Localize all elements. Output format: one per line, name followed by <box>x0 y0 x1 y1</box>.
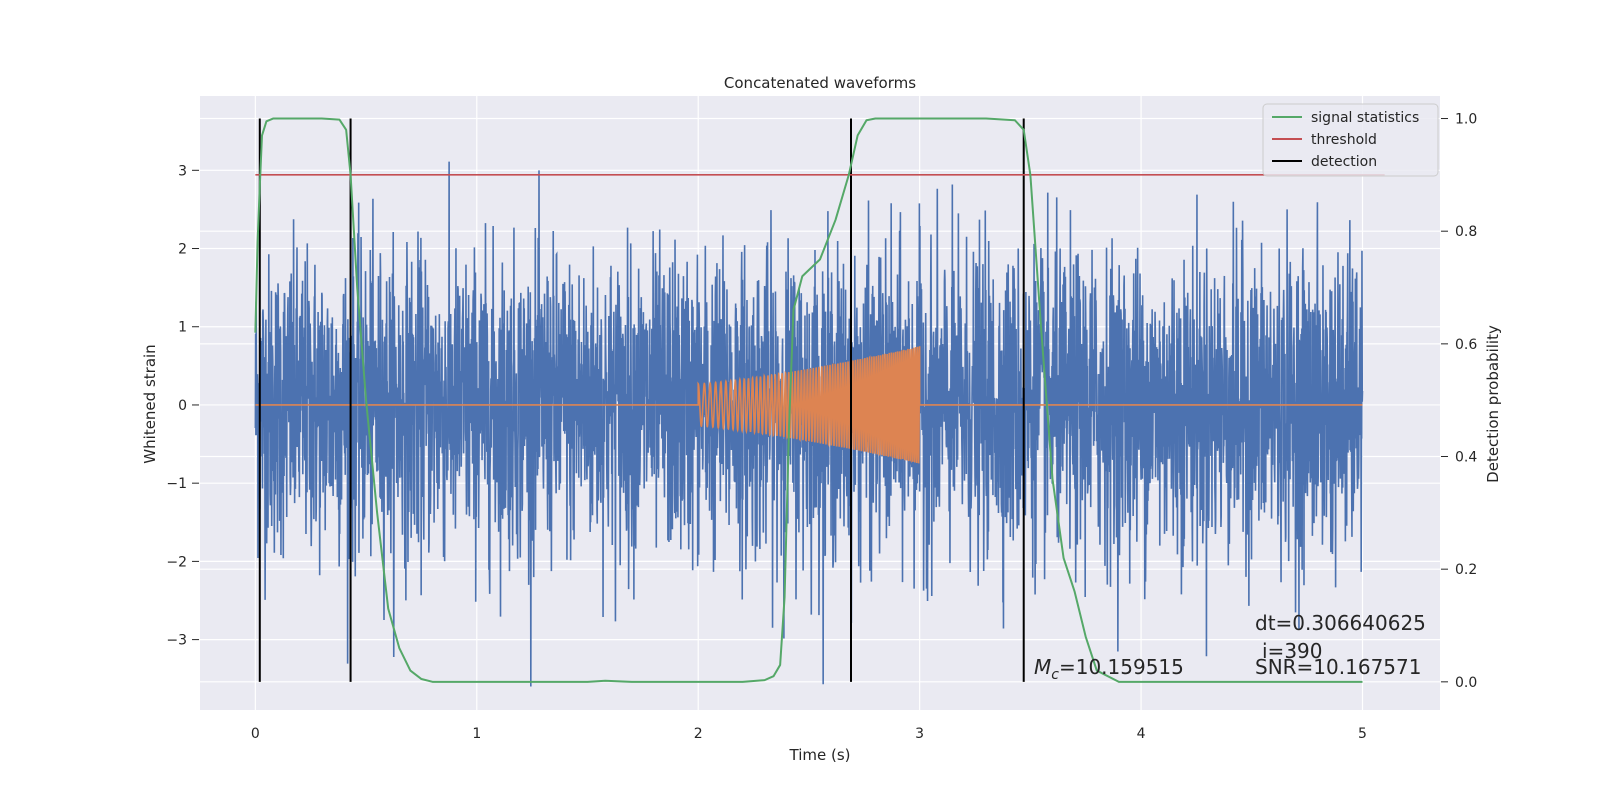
y-right-tick-label: 0.4 <box>1455 450 1477 466</box>
y-right-tick-label: 0.2 <box>1455 562 1477 578</box>
series-chirp-line <box>255 346 1363 464</box>
x-axis-label: Time (s) <box>789 746 851 764</box>
legend-label-threshold: threshold <box>1311 132 1377 148</box>
y-left-tick-label: 1 <box>178 320 187 336</box>
y-left-tick-label: −3 <box>166 633 187 649</box>
chart-title: Concatenated waveforms <box>724 74 916 92</box>
legend-label-signal-statistics: signal statistics <box>1311 110 1419 126</box>
x-tick-label: 5 <box>1358 726 1367 742</box>
y-right-tick-label: 0.8 <box>1455 224 1477 240</box>
y-right-tick-label: 0.0 <box>1455 675 1477 691</box>
y-left-tick-label: −2 <box>166 554 187 570</box>
series-whitened-strain-line <box>254 161 1364 687</box>
x-tick-label: 0 <box>251 726 260 742</box>
legend-box <box>1262 103 1439 177</box>
series-layer <box>254 117 1385 687</box>
x-tick-label: 4 <box>1137 726 1146 742</box>
y-left-tick-label: −1 <box>166 476 187 492</box>
x-tick-labels: 0 1 2 3 4 5 <box>251 726 1367 742</box>
annotation-mc: Mc=10.159515 <box>1034 655 1184 683</box>
y-left-tick-labels: −3 −2 −1 0 1 2 3 <box>166 163 199 649</box>
legend-label-detection: detection <box>1311 154 1377 170</box>
y-left-axis-label: Whitened strain <box>141 344 159 463</box>
x-tick-label: 2 <box>694 726 703 742</box>
y-right-tick-label: 0.6 <box>1455 337 1477 353</box>
annotation-snr: SNR=10.167571 <box>1255 655 1421 679</box>
y-right-tick-labels: 0.0 0.2 0.4 0.6 0.8 1.0 <box>1441 112 1477 691</box>
legend: signal statistics threshold detection <box>1262 103 1439 177</box>
y-right-axis-label: Detection probability <box>1484 325 1502 483</box>
x-tick-label: 3 <box>915 726 924 742</box>
annotation-dt: dt=0.306640625 <box>1255 611 1426 635</box>
x-tick-label: 1 <box>472 726 481 742</box>
annotation-i: i=390 <box>1262 639 1323 663</box>
y-left-tick-label: 3 <box>178 163 187 179</box>
y-left-tick-label: 0 <box>178 398 187 414</box>
y-left-tick-label: 2 <box>178 242 187 258</box>
annotation-mc-value: =10.159515 <box>1059 655 1184 679</box>
svg-text:Mc=10.159515: Mc=10.159515 <box>1034 655 1184 683</box>
signal-statistics-line <box>254 117 1363 683</box>
y-right-tick-label: 1.0 <box>1455 112 1477 128</box>
